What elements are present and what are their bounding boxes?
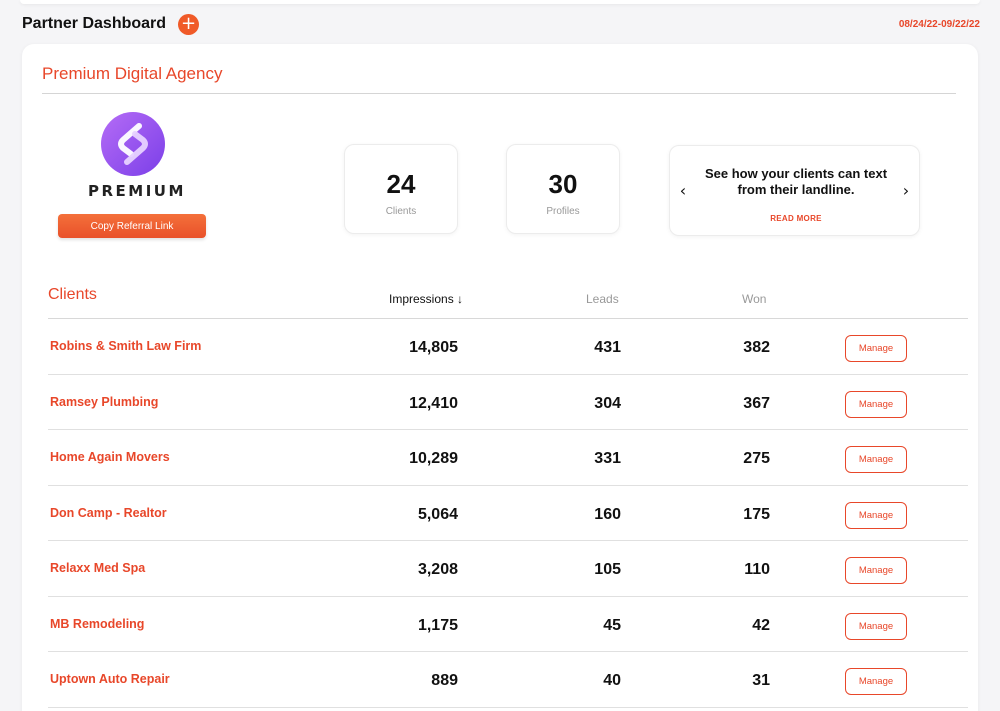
- clients-table-body: Robins & Smith Law Firm 14,805 431 382 M…: [48, 319, 968, 708]
- date-range[interactable]: 08/24/22-09/22/22: [898, 18, 980, 30]
- impressions-column-header[interactable]: Impressions ↓: [389, 292, 464, 306]
- leads-value: 40: [603, 672, 621, 689]
- clients-count: 24: [386, 169, 416, 199]
- impressions-value: 12,410: [409, 394, 458, 412]
- manage-button[interactable]: Manage: [845, 557, 907, 584]
- table-row: Uptown Auto Repair 889 40 31 Manage: [48, 652, 968, 708]
- profiles-label: Profiles: [546, 206, 580, 217]
- clients-stat: 24 Clients: [344, 144, 458, 234]
- chevron-left-icon[interactable]: ‹: [679, 181, 687, 200]
- leads-value: 431: [594, 339, 621, 356]
- plus-icon: +: [181, 13, 197, 34]
- won-value: 110: [744, 561, 770, 578]
- page-header: Partner Dashboard + 08/24/22-09/22/22: [22, 12, 980, 36]
- agency-divider: [42, 93, 956, 94]
- profiles-count: 30: [548, 169, 578, 199]
- agency-logo: PREMIUM: [88, 112, 186, 200]
- leads-column-header[interactable]: Leads: [586, 292, 619, 306]
- leads-value: 304: [594, 394, 621, 412]
- clients-heading: Clients: [48, 286, 97, 303]
- table-row: Home Again Movers 10,289 331 275 Manage: [48, 430, 968, 486]
- leads-value: 331: [594, 450, 621, 467]
- manage-button[interactable]: Manage: [845, 446, 907, 473]
- client-name-link[interactable]: Home Again Movers: [50, 450, 170, 464]
- table-row: MB Remodeling 1,175 45 42 Manage: [48, 597, 968, 652]
- profiles-stat: 30 Profiles: [506, 144, 620, 234]
- promo-text: See how your clients can text from their…: [704, 166, 888, 197]
- leads-value: 45: [603, 616, 621, 634]
- won-value: 42: [752, 616, 770, 634]
- table-row: Relaxx Med Spa 3,208 105 110 Manage: [48, 541, 968, 597]
- leads-value: 105: [594, 561, 621, 578]
- won-value: 175: [743, 505, 770, 523]
- client-name-link[interactable]: Uptown Auto Repair: [50, 672, 170, 686]
- impressions-value: 5,064: [417, 505, 458, 523]
- promo-carousel: ‹ See how your clients can text from the…: [669, 145, 920, 236]
- impressions-value: 10,289: [409, 450, 458, 467]
- impressions-value: 1,175: [417, 616, 458, 634]
- won-value: 275: [743, 450, 770, 467]
- read-more-link[interactable]: READ MORE: [770, 214, 822, 223]
- manage-button[interactable]: Manage: [845, 501, 907, 529]
- premium-logo-icon: [101, 112, 165, 176]
- table-row: Robins & Smith Law Firm 14,805 431 382 M…: [48, 319, 968, 375]
- table-header-divider: [48, 318, 968, 319]
- won-value: 367: [743, 394, 770, 412]
- client-name-link[interactable]: Relaxx Med Spa: [50, 561, 146, 575]
- won-value: 31: [752, 672, 770, 689]
- agency-card: Premium Digital Agency PREMIUM Copy Refe…: [22, 44, 978, 711]
- agency-title: Premium Digital Agency: [42, 64, 223, 83]
- client-name-link[interactable]: MB Remodeling: [50, 616, 145, 631]
- clients-label: Clients: [385, 206, 417, 217]
- table-row: Don Camp - Realtor 5,064 160 175 Manage: [48, 486, 968, 541]
- client-name-link[interactable]: Don Camp - Realtor: [50, 505, 167, 520]
- impressions-value: 3,208: [417, 561, 458, 578]
- logo-wordmark: PREMIUM: [88, 182, 186, 200]
- manage-button[interactable]: Manage: [845, 390, 907, 418]
- manage-button[interactable]: Manage: [845, 612, 907, 640]
- manage-button[interactable]: Manage: [845, 335, 907, 362]
- top-strip: [0, 0, 1000, 6]
- table-row: Ramsey Plumbing 12,410 304 367 Manage: [48, 375, 968, 430]
- chevron-right-icon[interactable]: ›: [902, 181, 910, 200]
- add-button[interactable]: +: [178, 13, 200, 35]
- client-name-link[interactable]: Ramsey Plumbing: [50, 394, 159, 409]
- page-title: Partner Dashboard: [22, 15, 167, 32]
- impressions-value: 14,805: [409, 339, 458, 356]
- clients-table-header: Clients Impressions ↓ Leads Won: [48, 286, 968, 318]
- manage-button[interactable]: Manage: [845, 668, 907, 695]
- won-column-header[interactable]: Won: [742, 292, 767, 306]
- leads-value: 160: [594, 505, 621, 523]
- copy-referral-link-button[interactable]: Copy Referral Link: [58, 214, 206, 238]
- client-name-link[interactable]: Robins & Smith Law Firm: [50, 339, 202, 353]
- impressions-value: 889: [431, 672, 458, 689]
- won-value: 382: [743, 339, 770, 356]
